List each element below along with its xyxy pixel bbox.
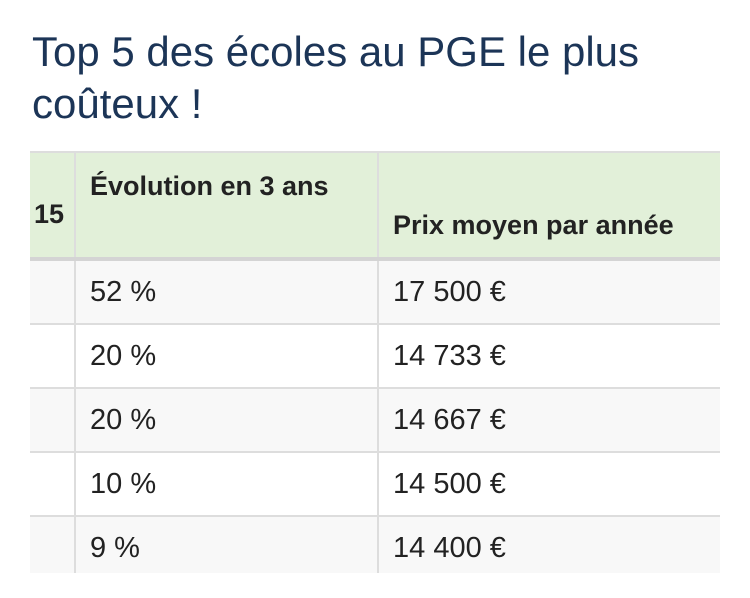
cell-evolution: 9 % — [74, 515, 379, 573]
table-row: 9 % 14 400 € — [30, 515, 720, 573]
table-body: 52 % 17 500 € 20 % 14 733 € 20 % 14 667 … — [30, 258, 720, 573]
cell-evolution: 20 % — [74, 323, 379, 389]
page-title: Top 5 des écoles au PGE le plus coûteux … — [32, 28, 640, 127]
cell-price: 14 733 € — [377, 323, 720, 389]
cell-evolution: 10 % — [74, 451, 379, 517]
table-row: 20 % 14 667 € — [30, 387, 720, 453]
cell-price: 14 500 € — [377, 451, 720, 517]
column-header-evolution: Évolution en 3 ans — [74, 151, 379, 261]
column-header-price: Prix moyen par année — [377, 151, 720, 261]
table-row: 52 % 17 500 € — [30, 258, 720, 325]
cell-evolution: 52 % — [74, 258, 379, 325]
table-row: 20 % 14 733 € — [30, 323, 720, 389]
cell-price: 14 400 € — [377, 515, 720, 573]
cell-evolution: 20 % — [74, 387, 379, 453]
table-scroll-container[interactable]: 15 Évolution en 3 ans Prix moyen par ann… — [30, 151, 720, 573]
cell-first — [30, 258, 76, 325]
cell-price: 14 667 € — [377, 387, 720, 453]
cell-first — [30, 323, 76, 389]
header-row: 15 Évolution en 3 ans Prix moyen par ann… — [30, 151, 720, 261]
cell-first — [30, 387, 76, 453]
schools-table: 15 Évolution en 3 ans Prix moyen par ann… — [30, 151, 720, 573]
column-header-partial: 15 — [30, 151, 76, 261]
cell-first — [30, 515, 76, 573]
cell-first — [30, 451, 76, 517]
table-row: 10 % 14 500 € — [30, 451, 720, 517]
table-header: 15 Évolution en 3 ans Prix moyen par ann… — [30, 151, 720, 261]
cell-price: 17 500 € — [377, 258, 720, 325]
